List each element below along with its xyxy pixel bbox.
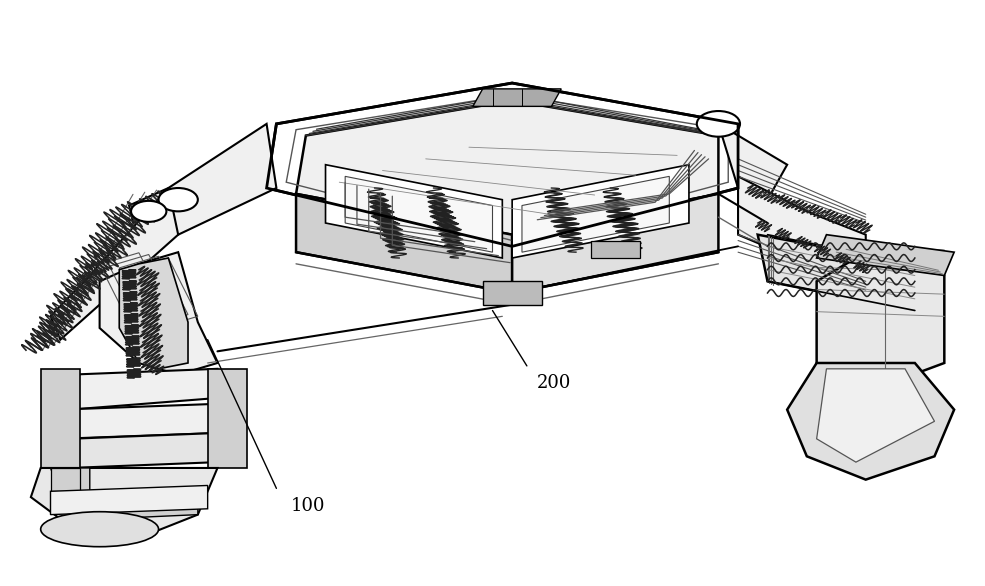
Polygon shape <box>40 369 80 468</box>
Polygon shape <box>70 433 218 468</box>
Polygon shape <box>738 176 866 281</box>
Polygon shape <box>787 363 954 479</box>
Polygon shape <box>522 176 669 252</box>
Polygon shape <box>483 281 542 305</box>
Polygon shape <box>817 252 945 392</box>
Polygon shape <box>208 369 247 468</box>
Polygon shape <box>345 176 492 252</box>
Polygon shape <box>591 240 640 258</box>
Polygon shape <box>296 194 512 293</box>
Polygon shape <box>70 369 218 410</box>
Ellipse shape <box>40 512 159 547</box>
Polygon shape <box>50 468 198 520</box>
Polygon shape <box>325 165 502 258</box>
Polygon shape <box>512 165 689 258</box>
Text: 200: 200 <box>537 374 571 393</box>
Polygon shape <box>99 252 218 374</box>
Polygon shape <box>129 124 277 246</box>
Polygon shape <box>817 369 935 462</box>
Polygon shape <box>50 485 208 515</box>
Polygon shape <box>296 101 718 234</box>
Circle shape <box>131 201 166 222</box>
Polygon shape <box>50 468 80 491</box>
Polygon shape <box>60 404 218 439</box>
Text: 100: 100 <box>292 497 326 515</box>
Polygon shape <box>31 468 218 538</box>
Circle shape <box>159 188 198 212</box>
Polygon shape <box>757 234 915 311</box>
Circle shape <box>696 111 740 137</box>
Polygon shape <box>473 89 561 107</box>
Polygon shape <box>119 258 188 369</box>
Polygon shape <box>512 194 718 293</box>
Polygon shape <box>817 234 954 275</box>
Polygon shape <box>50 188 178 340</box>
Polygon shape <box>718 124 787 200</box>
